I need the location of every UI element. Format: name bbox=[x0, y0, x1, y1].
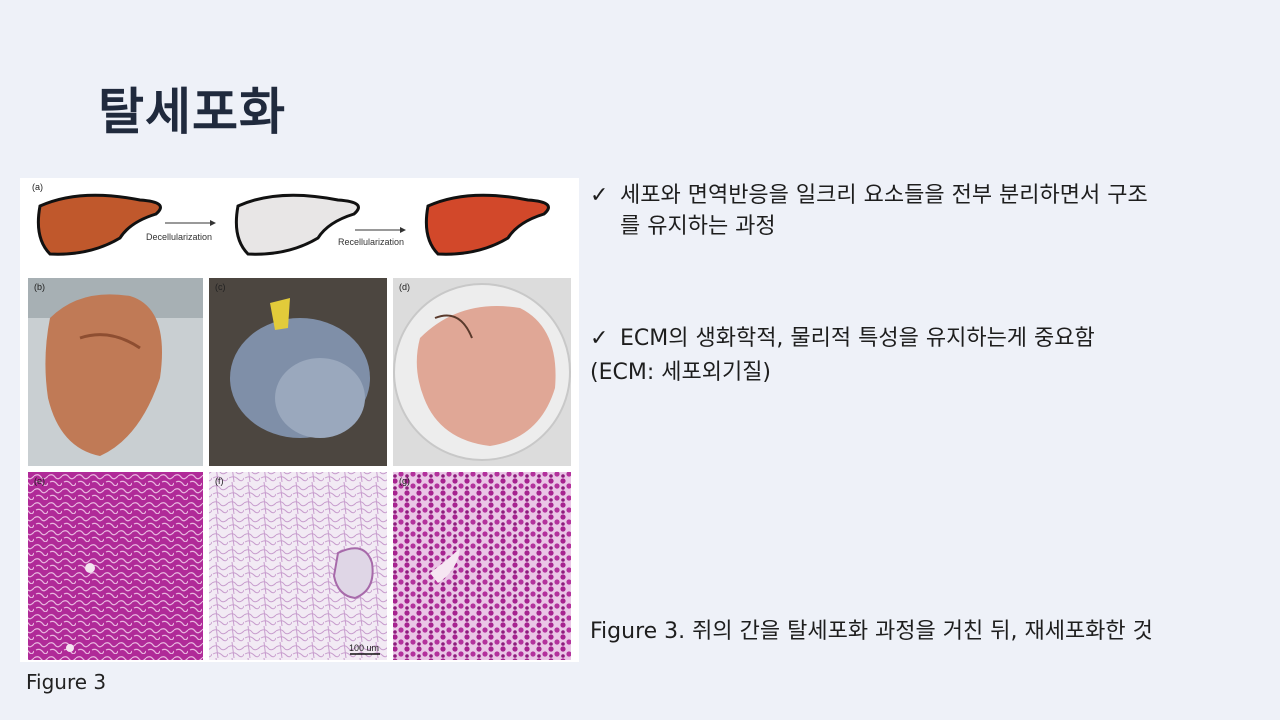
arrow-head-1 bbox=[210, 220, 216, 226]
figure-caption-right: Figure 3. 쥐의 간을 탈세포화 과정을 거친 뒤, 재세포화한 것 bbox=[590, 619, 1153, 644]
panel-e-histology: (e) bbox=[28, 472, 203, 660]
bullet-2: ✓ ECM의 생화학적, 물리적 특성을 유지하는게 중요함 bbox=[590, 323, 1250, 354]
panel-c-photo: (c) bbox=[209, 278, 387, 466]
liver-figure-svg: (a) Decellularization Recellularization … bbox=[28, 182, 571, 660]
panel-b-photo: (b) bbox=[28, 278, 203, 466]
slide-title: 탈세포화 bbox=[98, 83, 286, 141]
figure-image: (a) Decellularization Recellularization … bbox=[20, 178, 579, 662]
arrow-label-decell: Decellularization bbox=[146, 232, 212, 242]
bullet-1-line1: 세포와 면역반응을 일크리 요소들을 전부 분리하면서 구조 bbox=[620, 183, 1148, 208]
arrow-label-recell: Recellularization bbox=[338, 237, 404, 247]
panel-d-photo: (d) bbox=[393, 278, 571, 466]
figure-caption-left: Figure 3 bbox=[26, 670, 107, 694]
arrow-head-2 bbox=[400, 227, 406, 233]
bullet-2-text: ECM의 생화학적, 물리적 특성을 유지하는게 중요함 bbox=[620, 326, 1095, 351]
liver-native-shape bbox=[36, 193, 162, 256]
liver-recell-shape bbox=[424, 193, 550, 256]
panel-label-b: (b) bbox=[34, 282, 45, 292]
bullet-1: ✓ 세포와 면역반응을 일크리 요소들을 전부 분리하면서 구조 를 유지하는 과… bbox=[590, 180, 1250, 242]
scale-bar-label: 100 um bbox=[349, 643, 379, 653]
ecm-note: (ECM: 세포외기질) bbox=[590, 360, 772, 385]
panel-label-f: (f) bbox=[215, 476, 224, 486]
panel-g-histology: (g) bbox=[393, 472, 571, 660]
panel-f-histology: 100 um (f) bbox=[209, 472, 387, 660]
check-icon: ✓ bbox=[590, 326, 609, 351]
panel-label-e: (e) bbox=[34, 476, 45, 486]
panel-label-d: (d) bbox=[399, 282, 410, 292]
check-icon: ✓ bbox=[590, 183, 609, 208]
panel-label-c: (c) bbox=[215, 282, 226, 292]
panel-label-g: (g) bbox=[399, 476, 410, 486]
bullet-1-line2: 를 유지하는 과정 bbox=[620, 214, 776, 239]
panel-label-a: (a) bbox=[32, 182, 43, 192]
liver-decell-shape bbox=[234, 193, 360, 256]
